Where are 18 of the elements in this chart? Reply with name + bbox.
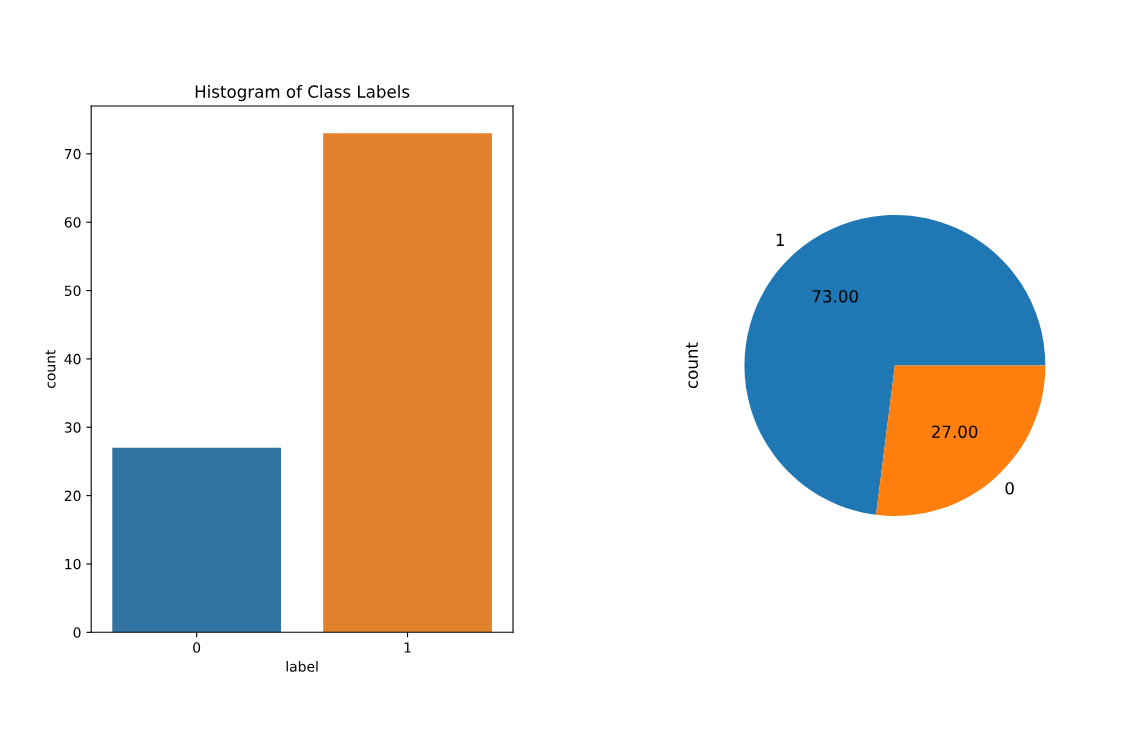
y-axis-title: count [45,349,56,388]
x-axis-title: label [286,661,318,672]
slice-label: 1 [776,233,784,246]
y-tick-label: 40 [64,353,81,365]
y-tick-label: 10 [65,558,81,570]
pie-slice [876,365,1046,516]
text: count [686,342,699,389]
y-tick-label: 70 [64,148,81,160]
data-label: 27.00 [931,425,978,439]
data-label: 73.00 [812,290,858,303]
slice-label: 0 [1005,481,1014,495]
y-tick-label: 0 [73,627,81,638]
y-tick-label: 50 [64,285,81,297]
pie-slice [744,215,1046,515]
y-tick-label: 20 [64,490,81,502]
y-tick-label: 60 [64,217,81,228]
y-tick-label: 30 [64,422,81,433]
chart-title: Histogram of Class Labels [195,85,410,102]
